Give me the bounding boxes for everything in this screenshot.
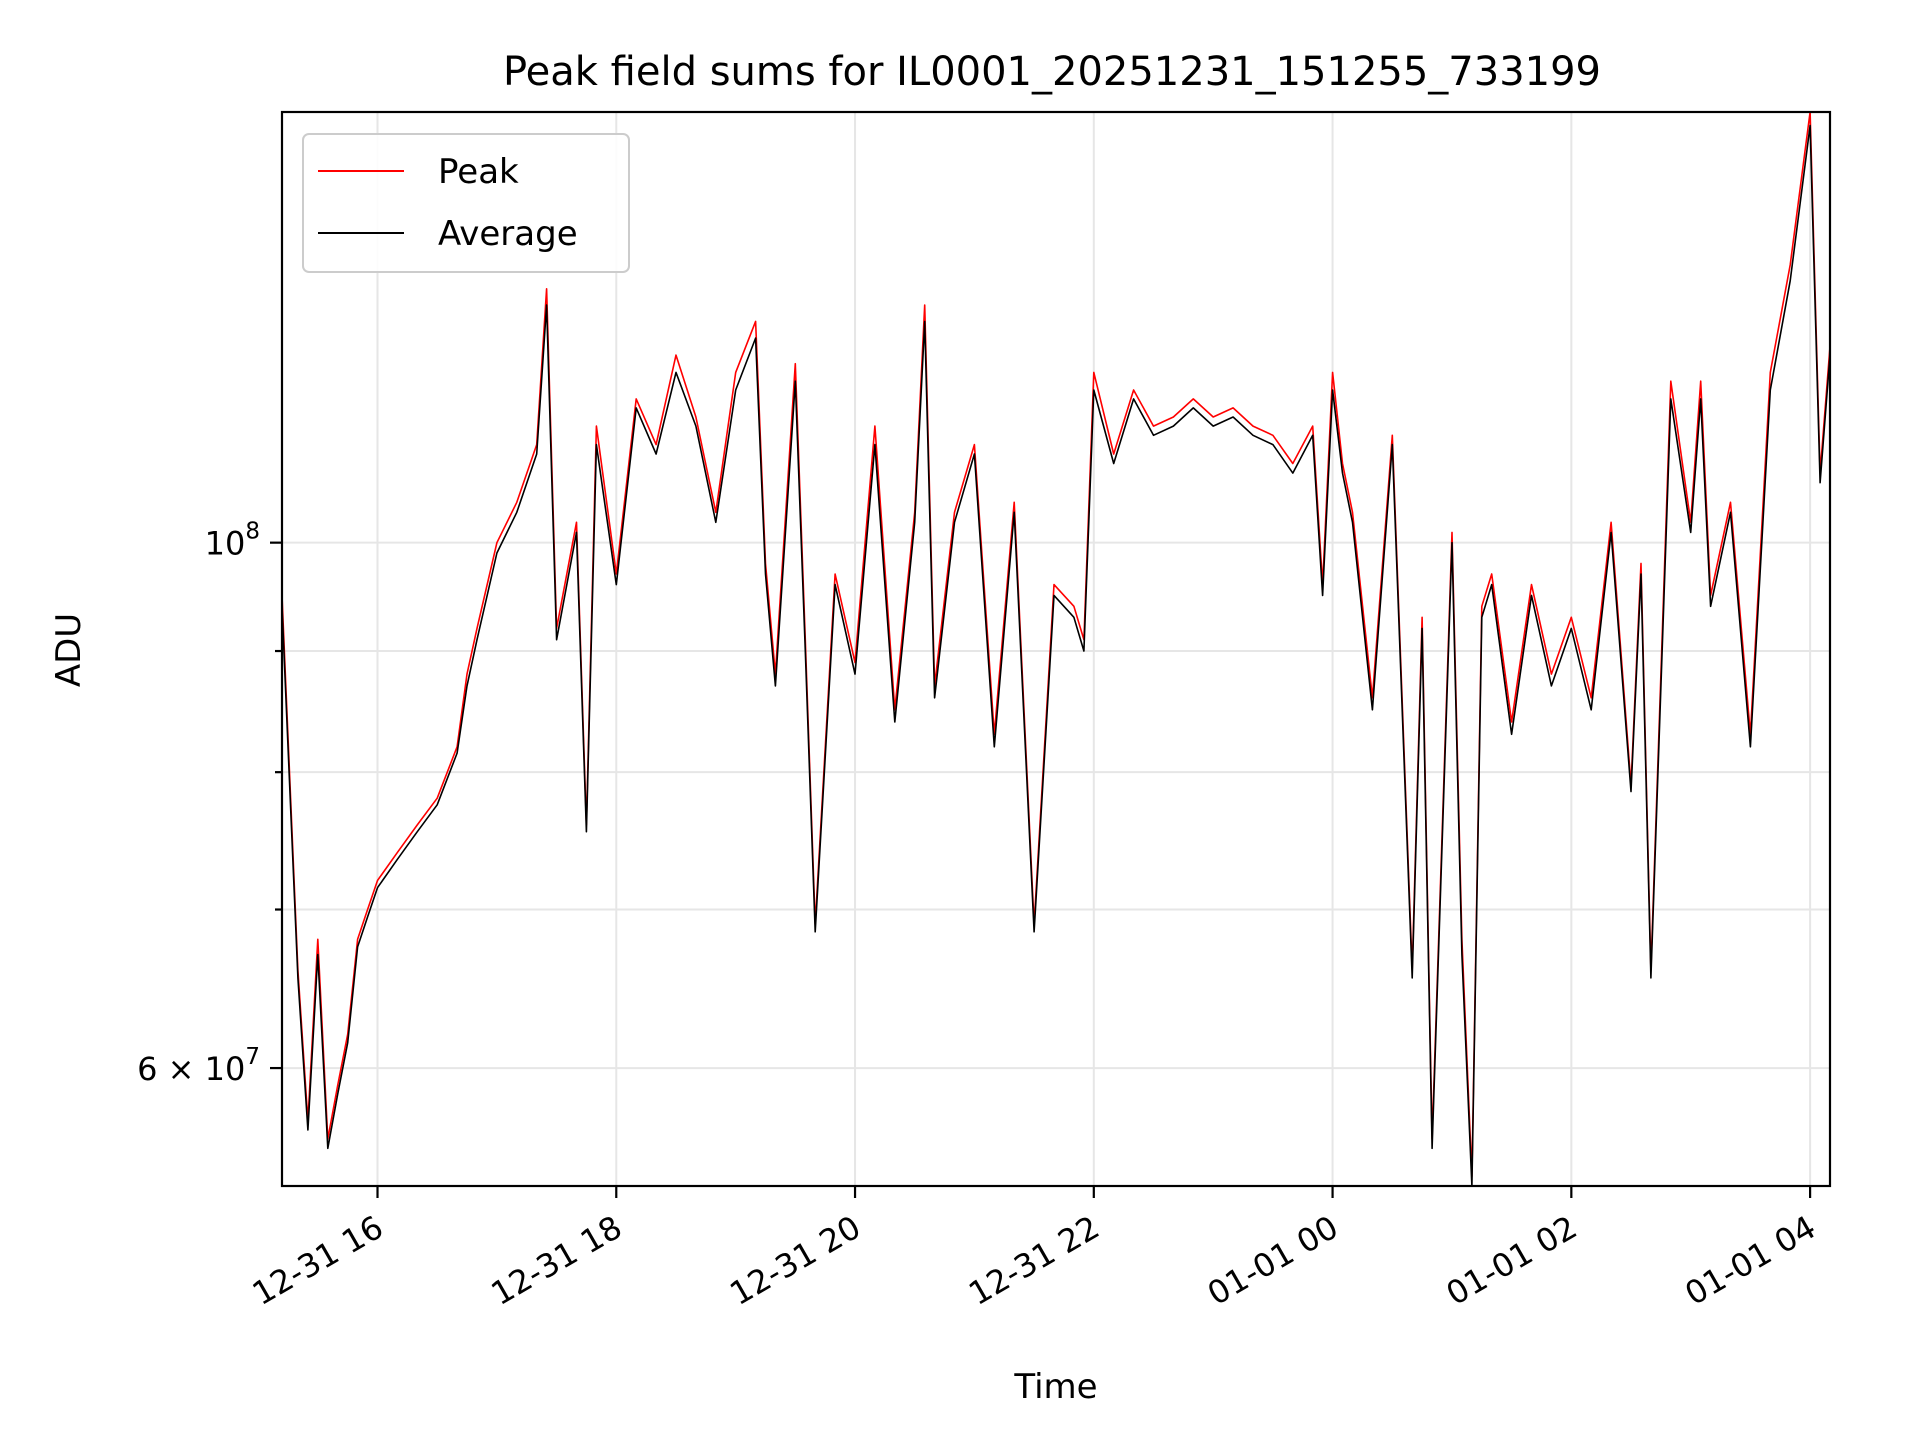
series-line-average xyxy=(282,124,1830,1186)
legend-box xyxy=(302,133,630,273)
legend: Peak Average xyxy=(302,133,630,273)
y-axis-label: ADU xyxy=(49,613,89,687)
x-tick-label: 12-31 22 xyxy=(962,1208,1106,1313)
x-tick-label: 01-01 04 xyxy=(1679,1208,1823,1313)
y-tick-label: 108 xyxy=(205,519,260,563)
chart-title: Peak field sums for IL0001_20251231_1512… xyxy=(503,49,1601,95)
y-axis-ticks: 108 6 × 107 xyxy=(137,519,282,1088)
y-tick-label: 6 × 107 xyxy=(137,1044,260,1088)
grid-lines xyxy=(282,112,1830,1186)
legend-label-peak: Peak xyxy=(438,152,519,192)
x-tick-label: 12-31 20 xyxy=(723,1208,867,1313)
x-tick-label: 01-01 00 xyxy=(1201,1208,1345,1313)
x-axis-label: Time xyxy=(1013,1367,1097,1407)
plot-area-frame xyxy=(280,110,1832,1188)
x-tick-label: 12-31 18 xyxy=(485,1208,629,1313)
x-tick-label: 01-01 02 xyxy=(1440,1208,1584,1313)
x-axis-ticks: 12-31 16 12-31 18 12-31 20 12-31 22 01-01 00… xyxy=(246,1186,1822,1313)
legend-label-average: Average xyxy=(438,214,578,254)
x-tick-label: 12-31 16 xyxy=(246,1208,390,1313)
series-lines xyxy=(282,112,1830,1186)
